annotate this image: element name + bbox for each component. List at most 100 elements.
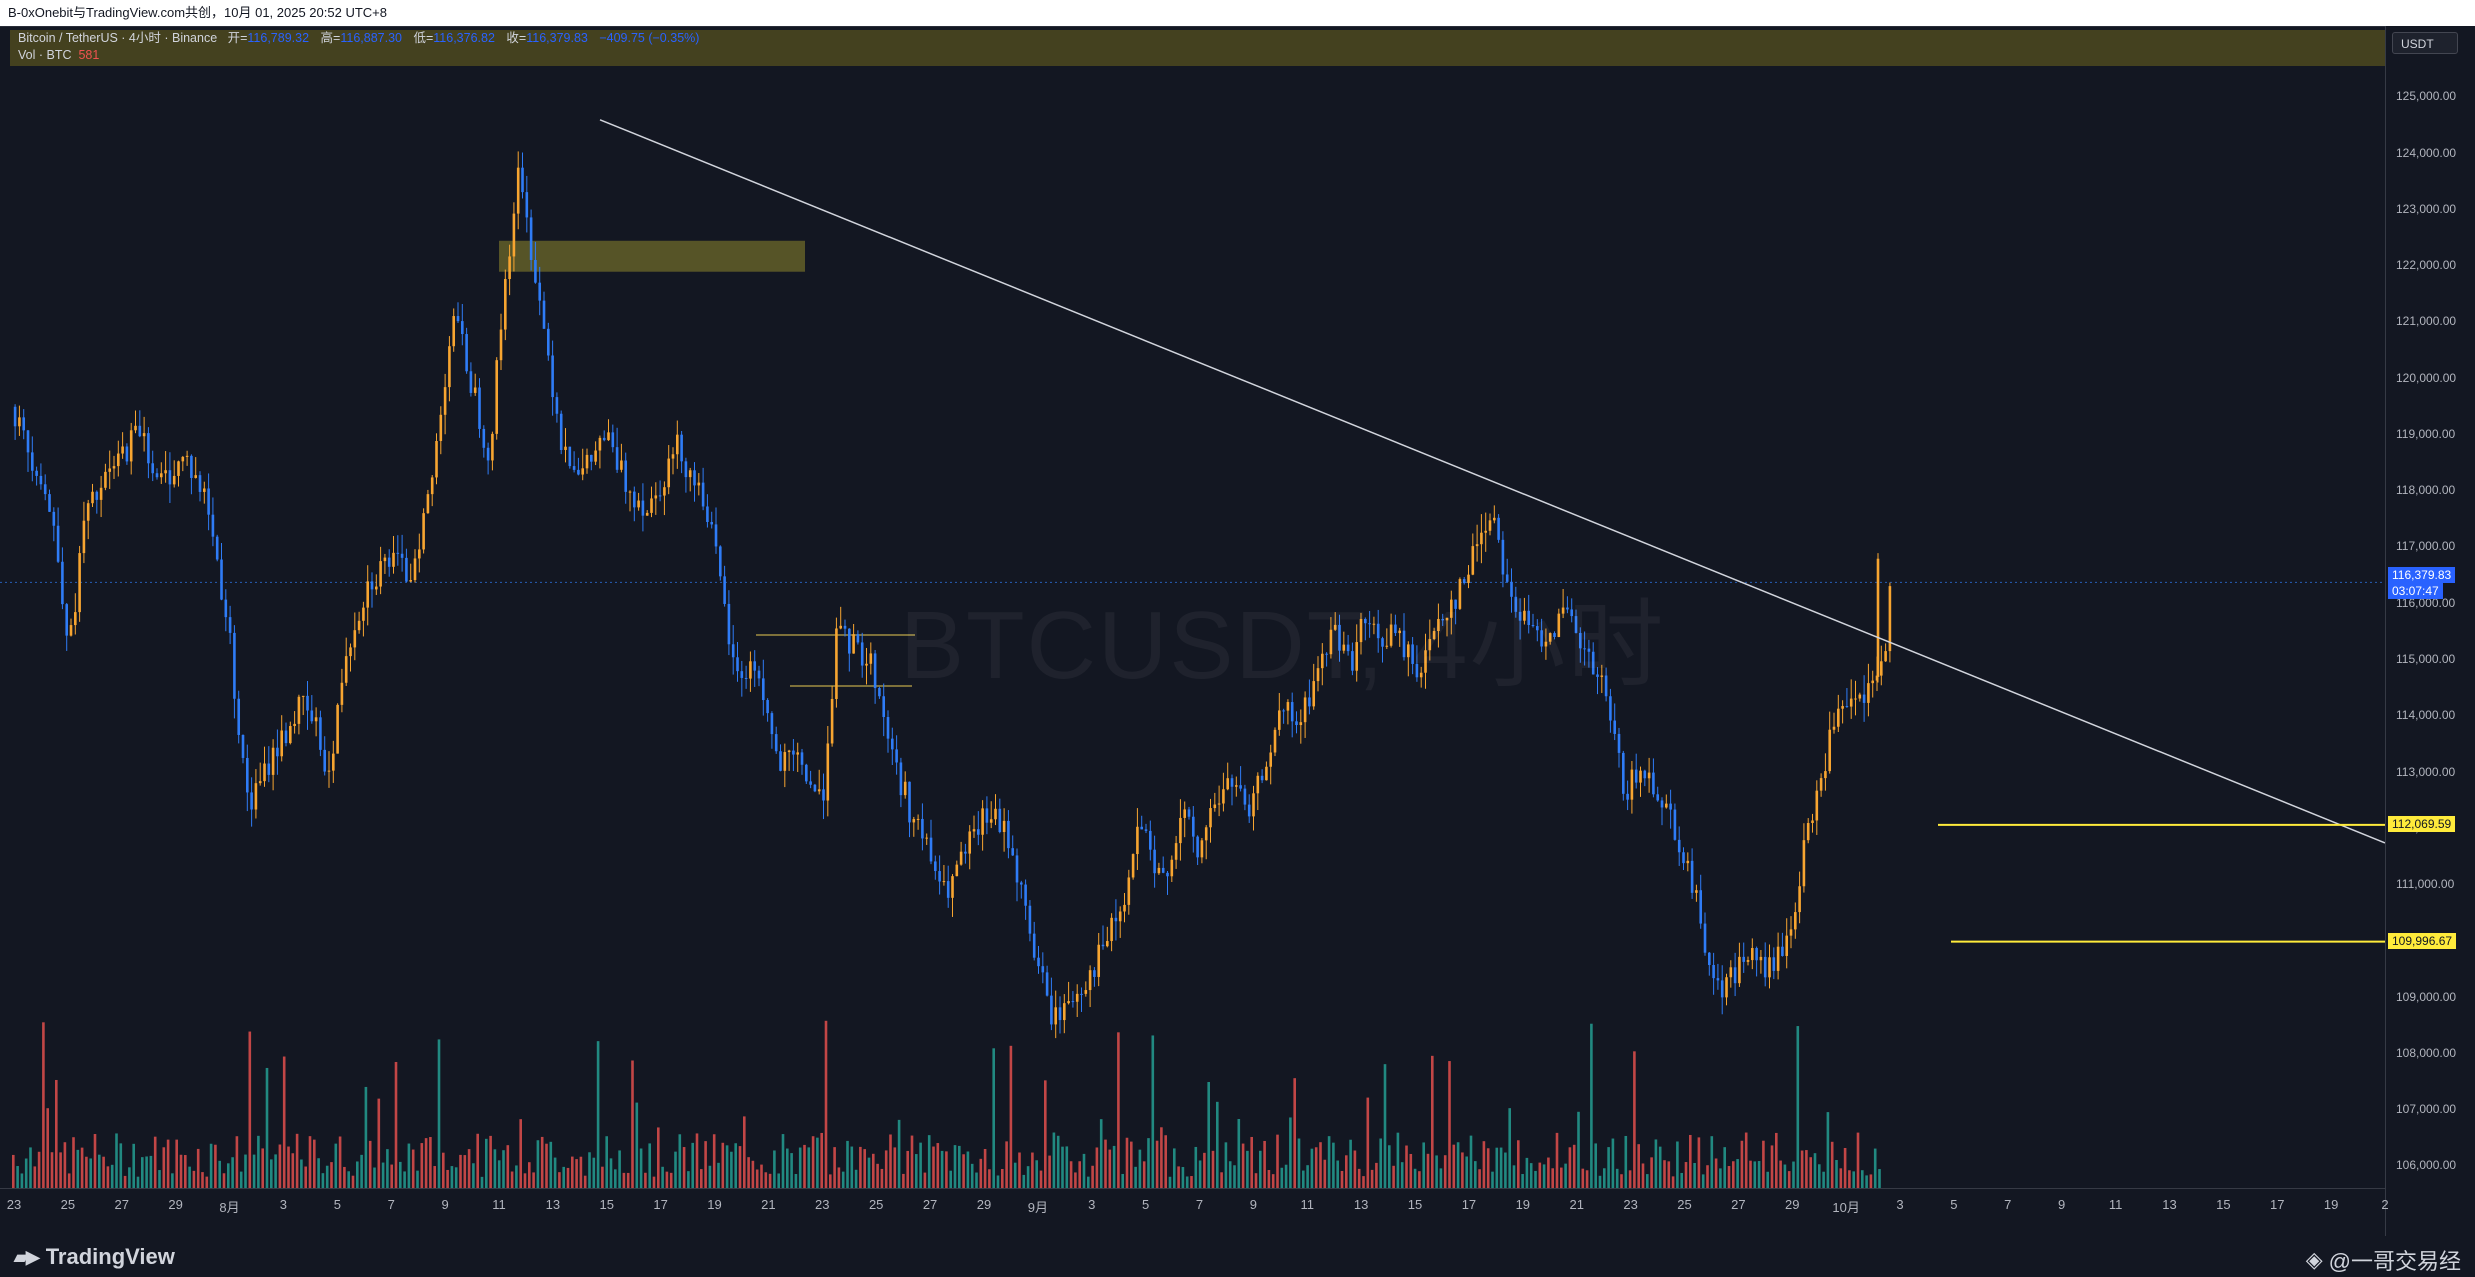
candle-body (955, 864, 959, 877)
candle-body (929, 837, 933, 862)
candle-body (1149, 830, 1152, 850)
candle-body (1841, 706, 1844, 709)
candle-body (1028, 905, 1032, 934)
candle-body (886, 717, 890, 739)
candle-body (628, 491, 632, 493)
volume-bar (454, 1167, 458, 1189)
candle-body (1075, 993, 1079, 1002)
tradingview-logo-text: TradingView (45, 1244, 175, 1269)
time-tick-label: 11 (2108, 1197, 2123, 1212)
candle-body (516, 167, 520, 214)
volume-bar (1198, 1160, 1202, 1189)
time-axis[interactable]: 23 25 27 29 8月 3 5 7 9 11 13 15 17 19 21 23 25 27 29 9月 3 5 7 9… (0, 1188, 2389, 1237)
candle-body (418, 549, 421, 559)
candle-body (938, 871, 941, 882)
candle-body (86, 503, 90, 521)
candle-body (1518, 611, 1522, 621)
volume-bar (1461, 1152, 1464, 1189)
candle-body (228, 617, 232, 633)
candle-body (69, 625, 73, 636)
candle-body (1596, 674, 1599, 677)
volume-bar (1680, 1172, 1683, 1189)
candle-body (615, 447, 619, 470)
volume-bar (282, 1056, 286, 1189)
candle-body (396, 552, 400, 554)
price-axis[interactable]: 125,000.00 124,000.00 123,000.00 122,000.00… (2385, 26, 2475, 1236)
legend-volume-value: 581 (78, 48, 100, 62)
candle-body (585, 454, 589, 469)
candle-body (26, 430, 30, 453)
candle-body (658, 495, 662, 497)
volume-bar (1465, 1156, 1468, 1189)
volume-bar (1117, 1032, 1120, 1189)
candle-body (1488, 520, 1492, 531)
candle-body (1213, 804, 1217, 809)
volume-bar (755, 1169, 759, 1189)
tradingview-logo[interactable]: ▰▶ TradingView (14, 1244, 175, 1270)
volume-bar (429, 1137, 432, 1189)
volume-bar (330, 1162, 333, 1189)
candle-body (822, 789, 825, 801)
candle-body (1174, 843, 1178, 860)
volume-bar (751, 1160, 755, 1189)
candle-body (1265, 766, 1268, 781)
price-tick-label: 125,000.00 (2396, 89, 2457, 104)
volume-bar (239, 1171, 243, 1189)
volume-bar (166, 1139, 170, 1189)
volume-bar (1087, 1176, 1090, 1189)
candle-body (1278, 710, 1281, 730)
volume-bar (1646, 1174, 1649, 1189)
currency-selector[interactable]: USDT (2392, 32, 2458, 54)
candle-body (1742, 956, 1746, 962)
time-tick-label: 3 (1088, 1197, 1096, 1212)
candle-body (177, 461, 180, 476)
candle-body (456, 316, 460, 322)
volume-bar (1142, 1161, 1146, 1189)
candle-body (1290, 702, 1294, 722)
candle-body (1273, 729, 1277, 753)
candle-body (1484, 530, 1488, 533)
volume-bar (1439, 1168, 1443, 1189)
volume-bar (1809, 1157, 1812, 1189)
candle-body (1566, 607, 1569, 610)
candle-body (310, 710, 314, 722)
volume-bar (1848, 1170, 1851, 1189)
candle-body (246, 757, 249, 793)
candle-body (925, 837, 929, 839)
price-tick-label: 120,000.00 (2396, 370, 2457, 385)
candle-body (1381, 638, 1384, 647)
volume-bar (540, 1136, 544, 1189)
footer: ▰▶ TradingView ◈ @一哥交易经 (0, 1236, 2475, 1277)
volume-bar (915, 1154, 918, 1189)
volume-bar (1676, 1141, 1679, 1189)
volume-bar (1289, 1117, 1292, 1189)
volume-bar (902, 1173, 905, 1189)
candle-body (297, 696, 301, 724)
candle-body (1634, 769, 1638, 783)
candle-body (1183, 809, 1187, 818)
price-chart[interactable] (0, 27, 2385, 1189)
volume-bar (132, 1143, 135, 1189)
volume-bar (1121, 1173, 1124, 1189)
volume-bar (1762, 1140, 1765, 1189)
candle-body (568, 446, 572, 467)
candle-body (1686, 860, 1690, 864)
author-credit: ◈ @一哥交易经 (2306, 1244, 2461, 1276)
volume-bar (1250, 1136, 1253, 1189)
candle-body (409, 580, 413, 582)
candle-body (258, 781, 262, 784)
time-tick-label: 23 (815, 1197, 830, 1212)
chart-area[interactable]: BTCUSDT, 4小时 (0, 26, 2475, 1237)
candle-body (964, 851, 967, 854)
candle-body (1024, 884, 1027, 906)
volume-bar (639, 1148, 643, 1189)
volume-bar (175, 1139, 178, 1189)
volume-bar (704, 1141, 707, 1189)
volume-bar (1039, 1170, 1043, 1189)
chart-legend[interactable]: Bitcoin / TetherUS · 4小时 · Binance 开=116… (10, 30, 2385, 66)
volume-bar (1069, 1161, 1073, 1189)
candle-body (138, 425, 142, 437)
candle-body (1802, 840, 1806, 887)
candle-body (1475, 544, 1479, 547)
volume-bar (794, 1174, 798, 1189)
